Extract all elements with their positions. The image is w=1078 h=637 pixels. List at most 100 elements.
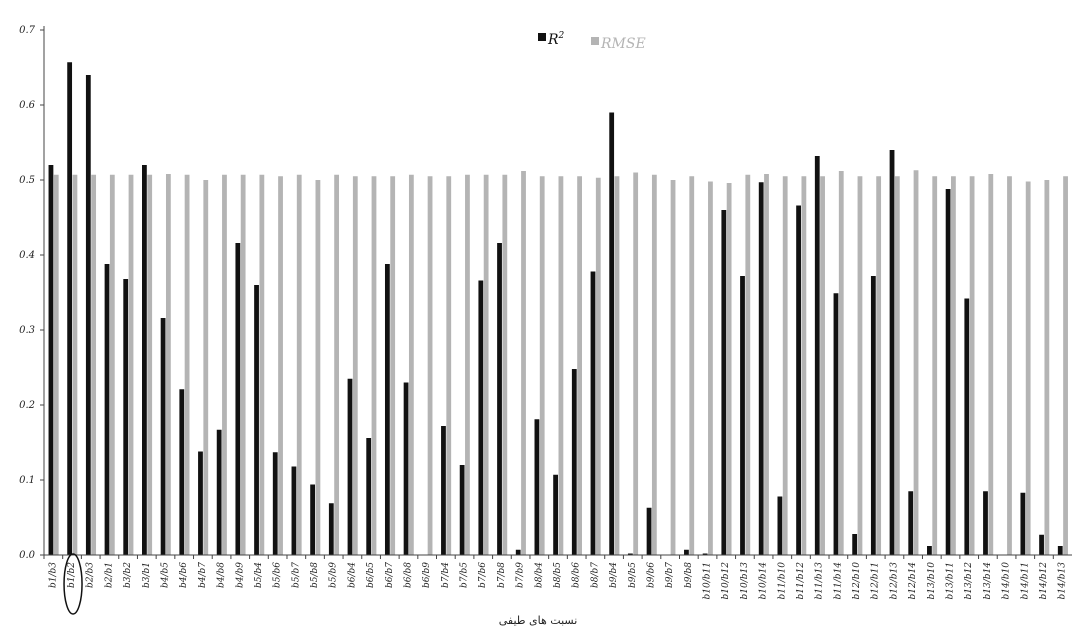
x-tick-label: b13/b12	[964, 562, 974, 600]
bar-rmse	[614, 176, 620, 555]
bar-rmse	[876, 176, 882, 555]
y-tick-label: 0.1	[19, 475, 35, 486]
bar-r2	[964, 298, 970, 555]
x-tick-label: b10/b14	[759, 562, 769, 600]
x-tick-label: b7/b5	[460, 562, 470, 588]
x-tick-label: b9/b4	[609, 562, 619, 588]
bar-r2	[179, 389, 185, 555]
bar-rmse	[1063, 176, 1068, 555]
x-tick-label: b5/b8	[310, 562, 320, 588]
bar-r2	[497, 243, 502, 555]
bar-rmse	[72, 174, 78, 555]
x-tick-label: b4/b8	[217, 562, 227, 588]
bar-r2	[852, 534, 858, 555]
y-tick-label: 0.4	[19, 250, 35, 261]
bar-r2	[1057, 546, 1063, 555]
bar-r2	[85, 75, 91, 555]
bar-r2	[721, 210, 727, 555]
bar-rmse	[91, 174, 97, 555]
x-tick-label: b4/b6	[179, 562, 189, 588]
x-tick-label: b5/b4	[254, 562, 264, 588]
bar-rmse	[278, 176, 283, 555]
bar-rmse	[764, 174, 769, 555]
x-tick-label: b4/b9	[235, 562, 245, 588]
bar-r2	[983, 491, 988, 555]
bar-rmse	[558, 176, 564, 555]
x-tick-label: b6/b4	[347, 562, 357, 588]
x-tick-label: b2/b3	[86, 562, 96, 588]
x-tick-label: b13/b14	[983, 562, 993, 600]
bar-rmse	[315, 180, 321, 555]
bar-rmse	[521, 171, 526, 555]
bar-r2	[1020, 492, 1026, 555]
bar-r2	[384, 264, 390, 555]
bar-r2	[833, 293, 839, 555]
bar-r2	[796, 205, 801, 555]
bar-rmse	[147, 174, 153, 555]
x-tick-label: b10/b13	[740, 562, 750, 600]
bar-rmse	[913, 170, 919, 555]
bar-r2	[758, 182, 764, 555]
legend-label-r2-base: R	[547, 32, 559, 48]
bar-rmse	[483, 174, 489, 555]
x-tick-label: b9/b8	[684, 562, 694, 588]
legend-label-r2-superscript: 2	[558, 31, 565, 41]
x-tick-label: b8/b5	[553, 562, 563, 588]
x-tick-label: b12/b10	[852, 562, 862, 600]
x-tick-label: b13/b11	[946, 562, 956, 599]
bar-r2	[590, 271, 596, 555]
x-tick-label: b7/b4	[441, 562, 451, 588]
x-tick-label: b6/b9	[422, 562, 432, 588]
x-axis: b1/b3 b1/b2 b2/b3 b2/b1 b3/b2 b3/b1 b4/b5 b4/b6…	[43, 554, 1072, 600]
x-axis-title: نسبت های طیفی	[499, 614, 578, 627]
bar-r2	[67, 62, 73, 555]
highlight-ellipse	[63, 553, 83, 615]
bar-r2	[441, 426, 446, 555]
bar-rmse	[633, 172, 639, 555]
y-axis: 0.0 0.1 0.2 0.3 0.4 0.5 0.6 0.7	[19, 25, 45, 561]
bar-r2	[627, 553, 633, 555]
bar-rmse	[427, 176, 433, 555]
x-tick-label: b5/b6	[273, 562, 283, 588]
bar-rmse	[988, 174, 994, 555]
y-tick-label: 0.5	[19, 175, 35, 186]
x-tick-label: b2/b1	[104, 562, 114, 588]
bar-r2	[553, 474, 558, 555]
legend: R2 RMSE	[538, 31, 646, 52]
x-tick-label: b11/b10	[777, 562, 787, 600]
x-tick-label: b7/b9	[516, 562, 526, 588]
bar-rmse	[165, 174, 171, 555]
bar-r2	[216, 429, 222, 555]
y-tick-label: 0.7	[19, 25, 36, 36]
bar-r2	[1039, 534, 1044, 555]
bar-rmse	[969, 176, 975, 555]
legend-label-r2: R2	[547, 31, 565, 48]
x-tick-label: b1/b2	[67, 562, 77, 588]
x-tick-label: b11/b13	[815, 562, 825, 600]
x-tick-label: b6/b8	[403, 562, 413, 588]
bar-r2	[235, 243, 241, 555]
bar-r2	[328, 503, 334, 555]
y-tick-label: 0.3	[19, 325, 35, 336]
bar-rmse	[838, 171, 844, 555]
bar-rmse	[689, 176, 695, 555]
bar-rmse	[745, 174, 751, 555]
bar-rmse	[371, 176, 377, 555]
x-tick-label: b8/b4	[534, 562, 544, 588]
x-tick-label: b12/b13	[889, 562, 899, 600]
bar-rmse	[801, 176, 807, 555]
bar-rmse	[53, 174, 59, 555]
bar-r2	[702, 553, 708, 555]
bar-rmse	[595, 177, 601, 555]
bar-r2	[291, 466, 297, 555]
bar-rmse	[1007, 176, 1012, 555]
x-tick-label: b7/b6	[478, 562, 488, 588]
x-tick-label: b8/b7	[590, 562, 600, 588]
bar-rmse	[1044, 180, 1050, 555]
bar-rmse	[857, 176, 863, 555]
bar-r2	[123, 279, 129, 555]
bar-rmse	[390, 176, 396, 555]
x-tick-label: b14/b13	[1058, 562, 1068, 600]
bar-r2	[48, 165, 54, 555]
